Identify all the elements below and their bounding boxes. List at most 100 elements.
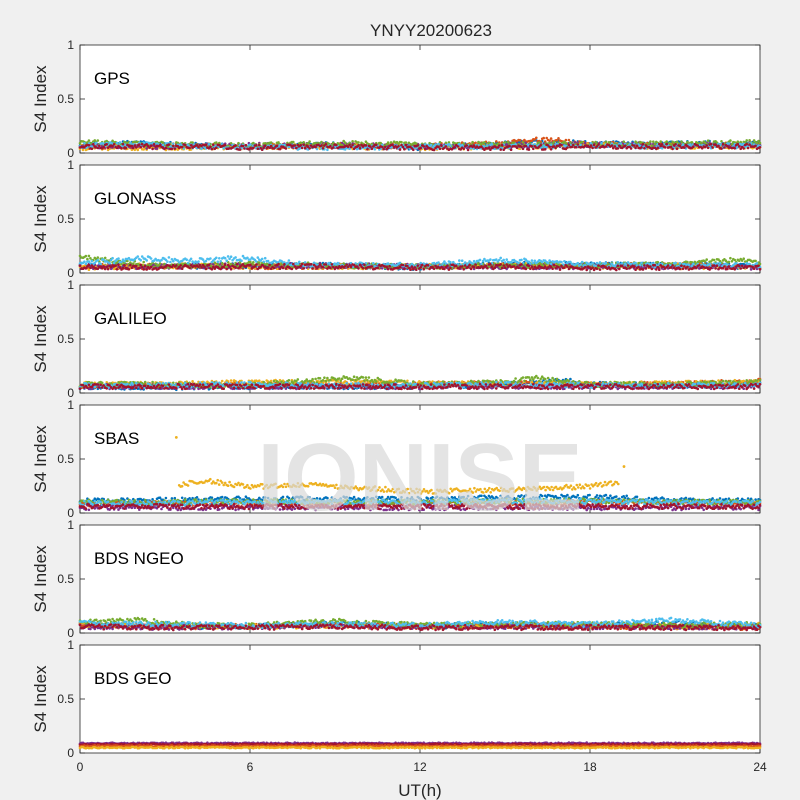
data-point	[403, 147, 406, 151]
data-point	[720, 147, 723, 150]
data-point	[509, 148, 513, 151]
data-point	[320, 140, 323, 144]
data-point	[521, 147, 525, 151]
data-point	[453, 146, 457, 149]
data-point	[518, 138, 522, 142]
data-point	[530, 145, 534, 148]
data-point	[95, 141, 98, 145]
data-point	[172, 144, 175, 148]
data-point	[348, 143, 351, 147]
y-tick-label: 0.5	[57, 212, 74, 226]
data-point	[640, 146, 643, 149]
data-point	[200, 147, 203, 150]
data-point	[96, 139, 100, 142]
data-point	[419, 146, 423, 150]
data-point	[567, 143, 571, 147]
data-point	[628, 143, 631, 146]
data-point	[736, 142, 740, 146]
data-point	[622, 140, 625, 143]
data-point	[343, 141, 347, 144]
data-point	[706, 146, 710, 150]
data-point	[149, 144, 153, 147]
data-point	[183, 143, 187, 147]
data-point	[167, 143, 171, 146]
data-point	[422, 145, 426, 148]
data-point	[539, 143, 542, 147]
data-point	[748, 143, 751, 146]
data-point	[597, 143, 600, 146]
data-point	[567, 138, 571, 142]
data-point	[746, 146, 750, 150]
data-point	[152, 143, 156, 146]
data-point	[456, 145, 460, 148]
data-point	[465, 144, 469, 147]
data-point	[653, 142, 657, 146]
data-point	[721, 142, 725, 146]
data-point	[258, 143, 261, 147]
data-point	[189, 144, 193, 147]
data-point	[629, 147, 633, 150]
data-point	[90, 147, 94, 151]
data-point	[738, 145, 741, 148]
data-point	[215, 146, 218, 149]
data-point	[613, 145, 617, 148]
data-point	[212, 143, 215, 147]
data-point	[404, 143, 408, 147]
data-point	[120, 146, 123, 150]
data-point	[295, 146, 298, 150]
data-point	[495, 140, 498, 143]
data-point	[543, 140, 547, 143]
data-point	[560, 143, 563, 147]
y-tick-label: 1	[67, 38, 74, 52]
data-point	[649, 140, 652, 143]
data-point	[398, 148, 402, 151]
data-point	[600, 141, 603, 145]
data-point	[483, 141, 486, 144]
data-point	[98, 144, 101, 147]
data-point	[524, 144, 528, 148]
data-point	[170, 147, 174, 151]
data-point	[462, 147, 466, 151]
data-point	[243, 147, 246, 150]
data-point	[269, 144, 273, 148]
plot-area	[79, 164, 761, 274]
data-point	[444, 145, 448, 148]
data-point	[591, 146, 594, 150]
data-point	[515, 146, 519, 149]
data-point	[665, 140, 668, 143]
panel-label: GPS	[94, 69, 130, 88]
data-point	[572, 143, 575, 147]
data-point	[623, 144, 627, 147]
data-point	[736, 140, 740, 143]
data-point	[140, 142, 144, 146]
data-point	[589, 144, 593, 147]
data-point	[383, 145, 387, 149]
data-point	[675, 147, 679, 151]
panel-label: GLONASS	[94, 189, 176, 208]
data-point	[83, 142, 86, 145]
data-point	[681, 143, 685, 146]
data-point	[616, 147, 620, 150]
data-point	[444, 141, 448, 145]
data-point	[358, 147, 362, 150]
data-point	[375, 143, 378, 147]
data-point	[748, 139, 751, 142]
data-point	[188, 146, 191, 150]
data-point	[723, 146, 726, 149]
data-point	[92, 142, 95, 146]
data-point	[132, 146, 135, 150]
data-point	[320, 144, 323, 147]
data-point	[138, 143, 141, 146]
data-point	[503, 141, 507, 144]
data-point	[303, 146, 307, 150]
data-point	[210, 147, 214, 151]
data-point	[241, 144, 245, 148]
data-point	[302, 141, 306, 144]
data-point	[96, 146, 100, 150]
data-point	[711, 146, 714, 149]
data-point	[576, 143, 580, 146]
data-point	[105, 143, 108, 146]
data-point	[592, 143, 596, 147]
